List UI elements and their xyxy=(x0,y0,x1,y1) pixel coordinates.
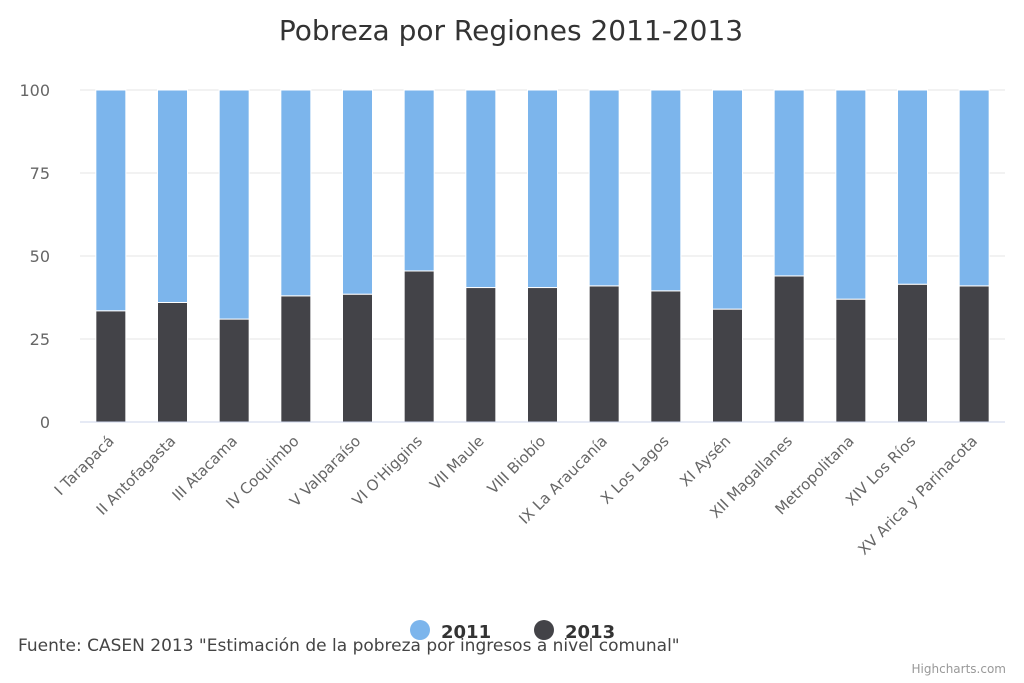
bar-2013-10[interactable] xyxy=(712,308,743,423)
bar-2013-3[interactable] xyxy=(280,295,312,423)
bar-2013-0[interactable] xyxy=(95,310,127,423)
legend-label-2013: 2013 xyxy=(565,622,615,643)
bar-2013-11[interactable] xyxy=(773,275,805,423)
source-note: Fuente: CASEN 2013 "Estimación de la pob… xyxy=(18,636,680,656)
x-tick-label: XI Aysén xyxy=(676,432,734,490)
bar-2013-5[interactable] xyxy=(403,270,435,423)
bar-2011-2[interactable] xyxy=(218,89,250,320)
bars[interactable] xyxy=(95,89,990,423)
bar-2011-11[interactable] xyxy=(773,89,805,277)
y-axis: 0 25 50 75 100 xyxy=(19,81,50,432)
bar-2011-4[interactable] xyxy=(342,89,373,295)
x-tick-label: VII Maule xyxy=(426,432,487,493)
legend-item-2013[interactable]: 2013 xyxy=(534,620,615,643)
bar-2011-13[interactable] xyxy=(897,89,928,285)
bar-2011-12[interactable] xyxy=(835,89,867,300)
bar-2013-14[interactable] xyxy=(958,285,990,423)
bar-2011-3[interactable] xyxy=(280,89,312,297)
y-tick-label: 25 xyxy=(30,330,50,349)
bar-2013-9[interactable] xyxy=(650,290,682,423)
bar-2011-6[interactable] xyxy=(465,89,497,289)
bar-2011-9[interactable] xyxy=(650,89,682,292)
bar-2011-1[interactable] xyxy=(157,89,188,303)
y-tick-label: 100 xyxy=(19,81,50,100)
legend: 2011 2013 xyxy=(410,620,615,643)
bar-2013-4[interactable] xyxy=(342,293,373,423)
legend-item-2011[interactable]: 2011 xyxy=(410,620,491,643)
credit-link[interactable]: Highcharts.com xyxy=(912,662,1006,676)
bar-2011-7[interactable] xyxy=(527,89,558,289)
bar-2011-0[interactable] xyxy=(95,89,127,312)
bar-2013-7[interactable] xyxy=(527,287,558,423)
legend-marker-2013 xyxy=(534,620,554,640)
y-tick-label: 0 xyxy=(40,413,50,432)
bar-2013-12[interactable] xyxy=(835,298,867,423)
bar-2011-5[interactable] xyxy=(403,89,435,272)
bar-2013-2[interactable] xyxy=(218,318,250,423)
chart-title: Pobreza por Regiones 2011-2013 xyxy=(279,14,743,47)
bar-2013-1[interactable] xyxy=(157,301,188,423)
legend-marker-2011 xyxy=(410,620,430,640)
x-tick-label: I Tarapacá xyxy=(51,432,118,499)
bar-2011-8[interactable] xyxy=(588,89,620,287)
bar-2011-10[interactable] xyxy=(712,89,743,310)
bar-2013-8[interactable] xyxy=(588,285,620,423)
y-tick-label: 75 xyxy=(30,164,50,183)
y-tick-label: 50 xyxy=(30,247,50,266)
x-tick-label: XV Arica y Parinacota xyxy=(855,432,981,558)
legend-label-2011: 2011 xyxy=(441,622,491,643)
x-tick-label: VIII Biobío xyxy=(484,432,550,498)
bar-2013-6[interactable] xyxy=(465,287,497,423)
bar-2013-13[interactable] xyxy=(897,283,928,423)
bar-2011-14[interactable] xyxy=(958,89,990,287)
